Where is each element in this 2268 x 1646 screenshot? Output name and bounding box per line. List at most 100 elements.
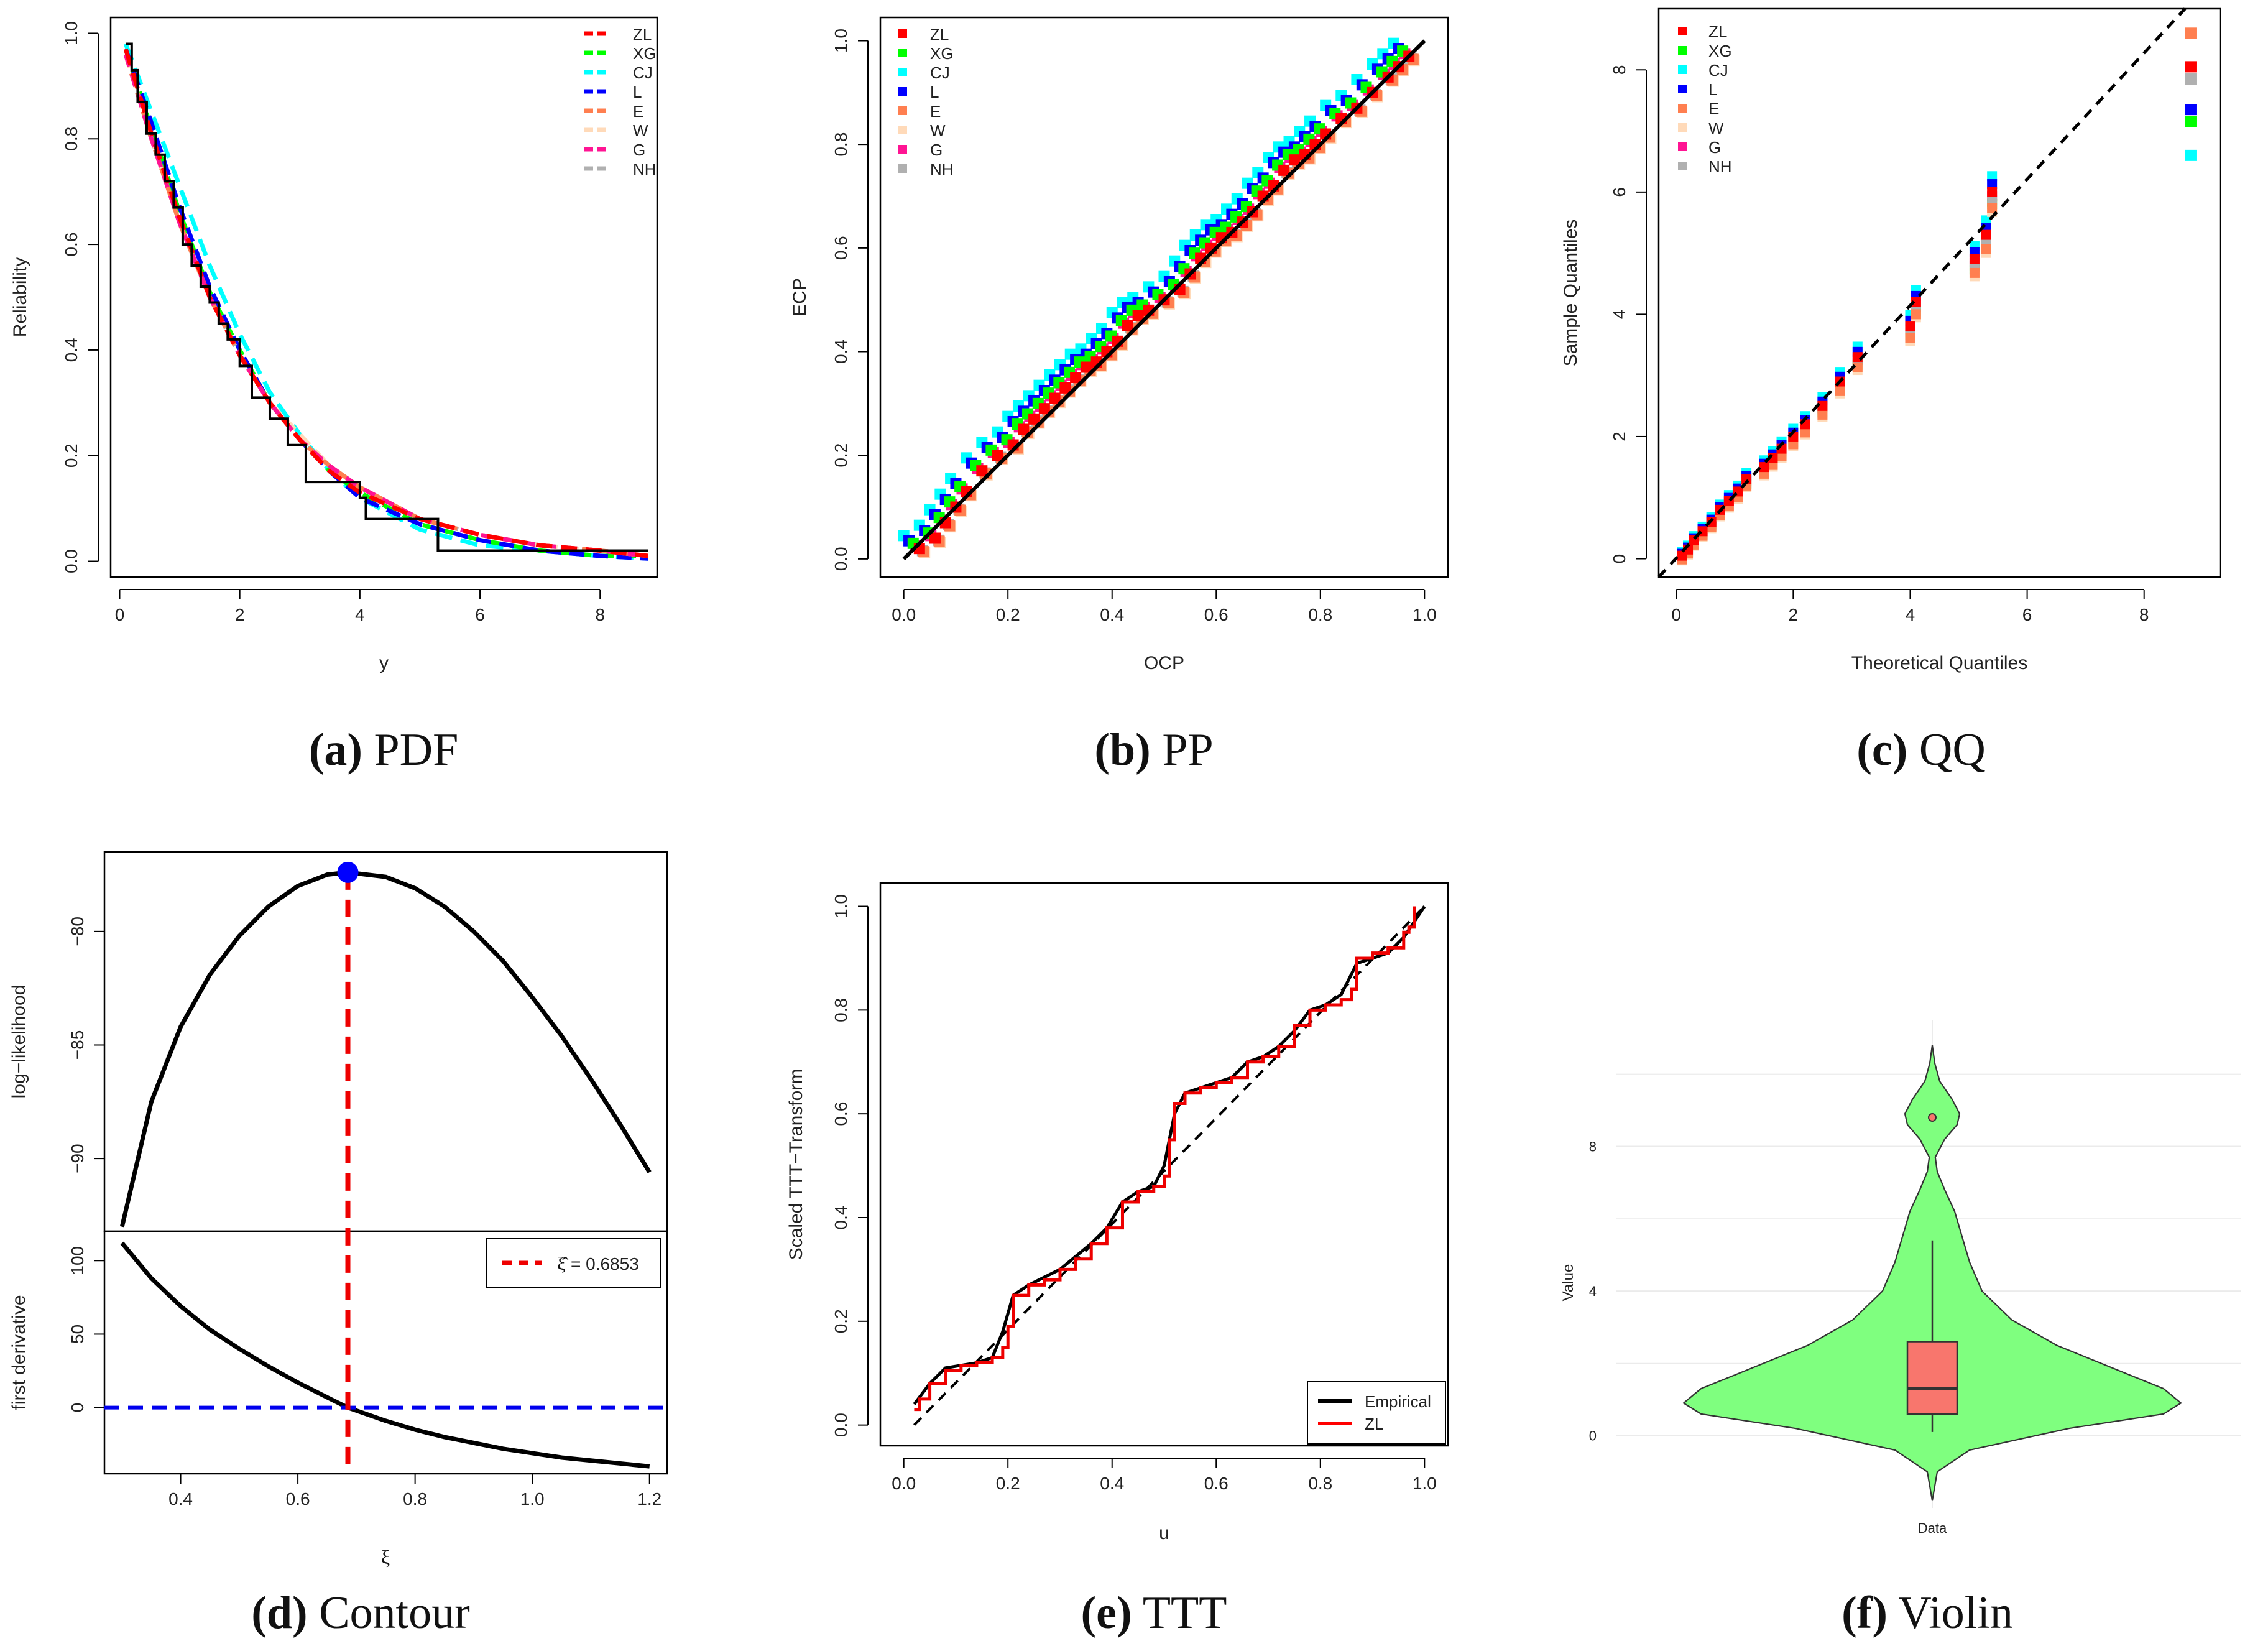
qq-last-point-nh [2185,73,2197,85]
caption-text: Violin [1888,1588,2013,1639]
panel-caption: (e) TTT [1081,1588,1227,1639]
legend-label: CJ [930,63,950,82]
d-x-tick-label: 0.4 [168,1489,193,1509]
d-x-tick-label: 0.6 [286,1489,310,1509]
c-x-tick-label: 0 [1671,605,1681,624]
legend-label: E [633,102,643,121]
b-y-tick-label: 0.8 [831,132,850,157]
pp-point-zl [1059,382,1071,394]
c-x-tick-label: 8 [2139,605,2149,624]
d-x-tick-label: 1.2 [637,1489,662,1509]
panel-caption: (c) QQ [1856,724,1986,775]
pp-point-zl [1049,392,1061,404]
panel-a-pdf: 0 2 4 6 8 0.0 0.2 0.4 0.6 0.8 1.0 y Reliability ZLXGC… [10,16,658,775]
top-y-tick-label: −80 [68,917,87,946]
caption-text: PP [1151,724,1214,775]
pp-point-zl [976,465,988,477]
caption-text: TTT [1132,1588,1227,1639]
legend-marker-zl [1678,27,1687,35]
a-y-tick-label: 0.4 [62,338,81,362]
b-y-tick-label: 0.6 [831,236,850,260]
e-y-tick-label: 0.4 [831,1206,850,1230]
max-point-marker [337,861,359,883]
y-axis-label: Value [1560,1264,1577,1302]
pp-point-zl [1288,154,1300,166]
legend-label: G [1708,138,1721,157]
reference-line [902,39,1426,560]
c-y-tick-label: 8 [1610,65,1629,75]
panel-d-contour: −80 −85 −90 0 50 100 0.4 0.6 0.8 1.0 1.2 ξ log−likel… [9,851,668,1639]
qq-point-e [1800,427,1810,438]
top-y-tick-label: −85 [68,1030,87,1060]
qq-point-e [1835,386,1845,396]
b-x-tick-label: 0.6 [1204,605,1228,624]
plot-frame [1657,7,2221,578]
pp-point-zl [929,532,941,544]
e-y-tick-label: 1.0 [831,894,850,918]
e-y-tick-label: 0.8 [831,998,850,1022]
legend-marker-g [1678,142,1687,151]
a-x-tick-label: 0 [115,605,125,624]
qq-point-e [1981,244,1991,254]
x-axis-label: Theoretical Quantiles [1851,653,2027,673]
c-x-tick-label: 4 [1906,605,1915,624]
top-y-axis-label: log−likelihood [9,985,29,1099]
a-x-tick-label: 2 [235,605,245,624]
caption-text: Contour [308,1588,470,1639]
legend-marker-w [898,126,907,134]
caption-letter: (e) [1081,1588,1132,1639]
a-x-tick-label: 6 [475,605,485,624]
plot-frame [109,16,658,578]
e-y-tick-label: 0.2 [831,1309,850,1333]
legend-label: ZL [930,25,949,44]
empirical-step-line [126,42,648,552]
d-x-tick-label: 0.8 [403,1489,427,1509]
caption-letter: (d) [251,1588,307,1639]
e-y-tick-label: 0.0 [831,1413,850,1437]
caption-text: PDF [362,724,458,775]
e-x-tick-label: 0.8 [1308,1474,1332,1493]
first-derivative-curve [120,1241,650,1469]
panel-caption: (f) Violin [1842,1588,2013,1639]
legend-label: W [930,121,946,140]
e-y-tick-label: 0.6 [831,1102,850,1126]
legend-label: L [930,83,939,101]
x-axis-label: u [1159,1523,1169,1543]
legend-label: E [930,102,941,121]
qq-last-point-cj [2185,149,2197,161]
legend-label: NH [1708,157,1732,176]
qq-point-e [1788,439,1799,450]
qq-point-zl [1759,462,1769,473]
pp-point-zl [1132,310,1144,321]
bottom-y-tick-label: 50 [68,1325,87,1344]
pp-point-zl [1018,423,1030,435]
series-line-zl [123,48,648,558]
legend-label: NH [633,160,657,178]
legend-marker-e [1678,104,1687,113]
legend-label: G [930,141,943,159]
bottom-y-tick-label: 0 [68,1403,87,1413]
qq-point-e [1905,333,1915,343]
pp-point-zl [992,450,1003,461]
reference-line [1657,7,2187,578]
b-x-tick-label: 0.0 [892,605,916,624]
y-tick-label: 8 [1589,1139,1597,1155]
a-x-tick-label: 4 [355,605,365,624]
y-axis-label: Scaled TTT−Transform [786,1069,806,1260]
legend-marker-e [898,106,907,115]
c-x-tick-label: 2 [1789,605,1799,624]
series-line-zl [914,906,1416,1412]
x-tick-label: Data [1918,1520,1947,1536]
pp-point-zl [1038,403,1050,415]
legend-label: ZL [1365,1415,1383,1433]
qq-last-point-e [2185,27,2197,39]
bottom-y-axis-label: first derivative [9,1295,29,1410]
c-y-tick-label: 6 [1610,187,1629,197]
caption-letter: (c) [1856,724,1907,775]
legend-marker-l [1678,85,1687,93]
legend-label: CJ [1708,61,1728,80]
a-y-tick-label: 0.8 [62,127,81,151]
legend-label: ZL [633,25,652,44]
legend-label: E [1708,99,1719,118]
qq-point-l [1987,179,1998,190]
